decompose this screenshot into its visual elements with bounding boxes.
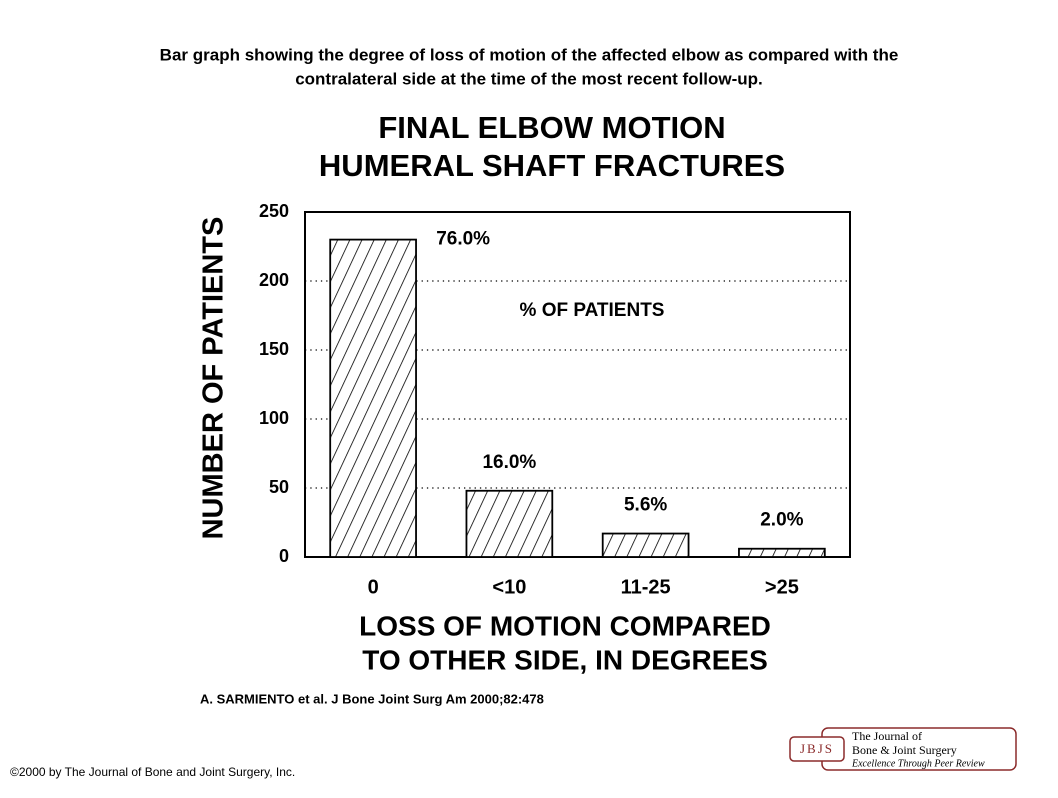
bar	[465, 489, 554, 558]
y-tick-label: 150	[259, 339, 289, 359]
logo-mark: JBJS	[800, 741, 834, 756]
y-tick-label: 250	[259, 201, 289, 221]
bar	[738, 547, 826, 558]
y-tick-label: 0	[279, 546, 289, 566]
y-axis-label: NUMBER OF PATIENTS	[198, 217, 230, 540]
y-tick-label: 50	[269, 477, 289, 497]
data-label: 16.0%	[482, 452, 536, 473]
data-label: 2.0%	[760, 510, 803, 531]
annotation: % OF PATIENTS	[520, 300, 665, 321]
chart-title: FINAL ELBOW MOTION	[378, 110, 725, 145]
logo: JBJS The Journal of Bone & Joint Surgery…	[789, 727, 1017, 771]
data-label: 76.0%	[436, 229, 490, 250]
y-tick-label: 100	[259, 408, 289, 428]
x-axis-label: TO OTHER SIDE, IN DEGREES	[362, 644, 768, 675]
citation: A. SARMIENTO et al. J Bone Joint Surg Am…	[200, 691, 544, 706]
x-tick-label: <10	[492, 576, 526, 598]
copyright: ©2000 by The Journal of Bone and Joint S…	[10, 765, 295, 779]
chart-title: HUMERAL SHAFT FRACTURES	[319, 148, 785, 183]
caption: contralateral side at the time of the mo…	[295, 69, 763, 88]
logo-badge	[789, 736, 845, 762]
x-tick-label: 0	[368, 576, 379, 598]
caption: Bar graph showing the degree of loss of …	[160, 45, 899, 64]
x-tick-label: >25	[765, 576, 799, 598]
logo-text: Bone & Joint Surgery	[852, 743, 957, 757]
bar	[329, 238, 417, 558]
bar	[601, 532, 690, 558]
y-tick-label: 200	[259, 270, 289, 290]
x-axis-label: LOSS OF MOTION COMPARED	[359, 610, 771, 641]
logo-text: Excellence Through Peer Review	[851, 758, 985, 769]
plot-frame	[304, 211, 851, 558]
data-label: 5.6%	[624, 495, 667, 516]
logo-text: The Journal of	[852, 729, 922, 743]
x-tick-label: 11-25	[621, 576, 671, 598]
